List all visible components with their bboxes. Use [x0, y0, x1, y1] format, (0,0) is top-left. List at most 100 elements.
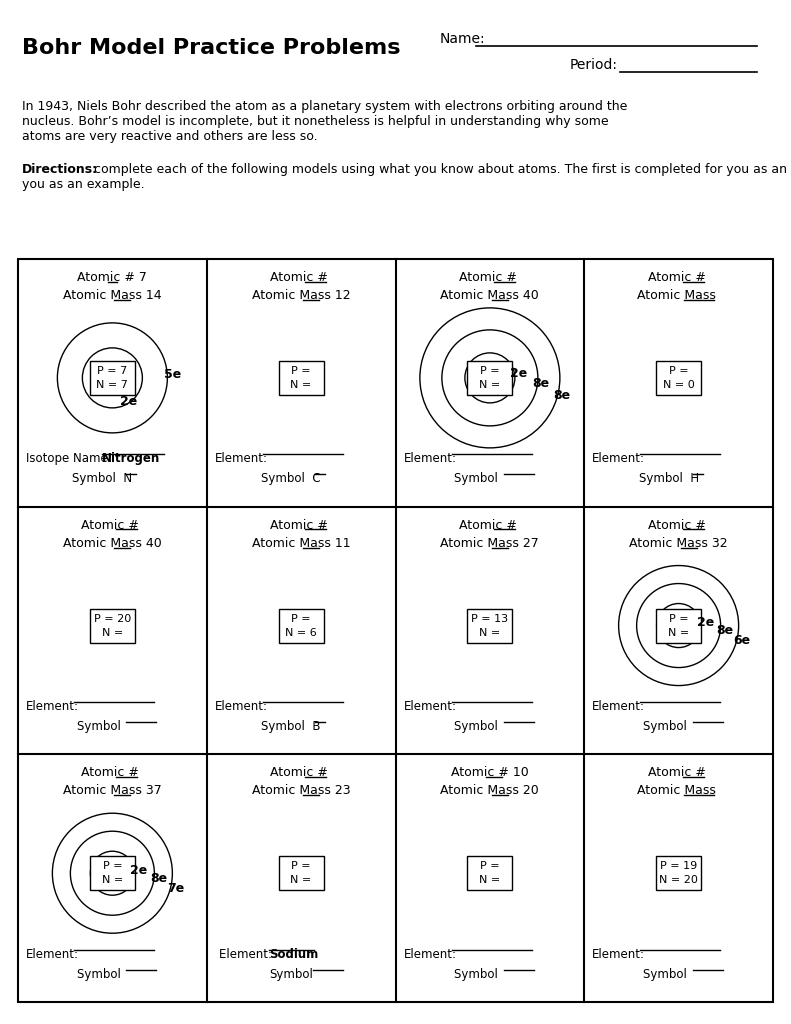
Text: N =: N = [479, 876, 501, 885]
Text: N =: N = [102, 876, 123, 885]
Text: Atomic #: Atomic # [271, 519, 332, 531]
Text: 2e: 2e [131, 863, 148, 877]
Bar [656, 856, 701, 890]
Text: N = 20: N = 20 [659, 876, 698, 885]
Text: P = 20: P = 20 [94, 613, 131, 624]
Text: Atomic Mass 20: Atomic Mass 20 [441, 784, 539, 798]
Text: N =: N = [479, 628, 501, 638]
Text: Symbol  N: Symbol N [72, 472, 132, 485]
Text: Element:: Element: [403, 453, 456, 465]
Text: Symbol  B: Symbol B [261, 720, 321, 733]
Text: P =: P = [480, 366, 500, 376]
Text: Atomic Mass: Atomic Mass [638, 289, 720, 302]
Text: N = 0: N = 0 [663, 380, 694, 390]
Text: Element:: Element: [403, 947, 456, 961]
Text: Element:: Element: [403, 699, 456, 713]
Text: 7e: 7e [168, 882, 184, 895]
Text: Atomic Mass 40: Atomic Mass 40 [441, 289, 539, 302]
Bar [278, 360, 324, 395]
Text: Symbol: Symbol [77, 968, 128, 981]
Text: Atomic Mass 23: Atomic Mass 23 [252, 784, 350, 798]
Bar [18, 259, 773, 1002]
Text: N = 6: N = 6 [286, 628, 317, 638]
Text: Sodium: Sodium [269, 947, 318, 961]
Text: P =: P = [291, 861, 311, 871]
Text: Atomic #: Atomic # [648, 271, 710, 284]
Text: Symbol: Symbol [77, 720, 128, 733]
Text: N =: N = [290, 380, 312, 390]
Text: atoms are very reactive and others are less so.: atoms are very reactive and others are l… [22, 130, 318, 143]
Text: Atomic Mass 40: Atomic Mass 40 [63, 537, 161, 550]
Text: Element:: Element: [592, 453, 645, 465]
Text: Symbol: Symbol [643, 720, 694, 733]
Text: Atomic Mass: Atomic Mass [638, 784, 720, 798]
Text: P =: P = [480, 861, 500, 871]
Bar [278, 856, 324, 890]
Text: Symbol: Symbol [454, 720, 505, 733]
Text: N =: N = [290, 876, 312, 885]
Text: P = 13: P = 13 [471, 613, 509, 624]
Text: Symbol: Symbol [643, 968, 694, 981]
Text: Name:: Name: [440, 32, 486, 46]
Text: P =: P = [103, 861, 122, 871]
Text: Atomic # 10: Atomic # 10 [451, 766, 528, 779]
Bar [656, 360, 701, 395]
Text: Bohr Model Practice Problems: Bohr Model Practice Problems [22, 38, 400, 58]
Text: P = 7: P = 7 [97, 366, 127, 376]
Text: Atomic Mass 32: Atomic Mass 32 [630, 537, 728, 550]
Text: Atomic #: Atomic # [271, 766, 332, 779]
Text: Directions:: Directions: [22, 163, 98, 176]
Text: N =: N = [102, 628, 123, 638]
Text: 8e: 8e [150, 871, 168, 885]
Text: 8e: 8e [717, 624, 734, 637]
Text: P =: P = [291, 613, 311, 624]
Text: Atomic #: Atomic # [648, 766, 710, 779]
Text: Symbol  C: Symbol C [261, 472, 321, 485]
Bar [467, 856, 513, 890]
Text: Element:: Element: [592, 947, 645, 961]
Text: Element:: Element: [26, 947, 79, 961]
Text: Atomic Mass 37: Atomic Mass 37 [63, 784, 161, 798]
Text: 2e: 2e [697, 616, 713, 629]
Text: 8e: 8e [532, 378, 549, 390]
Text: you as an example.: you as an example. [22, 178, 145, 191]
Text: Isotope Name:: Isotope Name: [26, 453, 115, 465]
Text: Period:: Period: [570, 58, 618, 72]
Text: Atomic #: Atomic # [81, 519, 143, 531]
Bar [278, 608, 324, 642]
Text: Symbol: Symbol [269, 968, 313, 981]
Text: Element:: Element: [214, 453, 267, 465]
Text: Atomic Mass 14: Atomic Mass 14 [63, 289, 161, 302]
Text: Element:: Element: [26, 699, 79, 713]
Text: 2e: 2e [510, 368, 527, 380]
Bar [90, 360, 135, 395]
Text: Element:: Element: [219, 947, 275, 961]
Text: complete each of the following models using what you know about atoms. The first: complete each of the following models us… [90, 163, 791, 176]
Text: N =: N = [668, 628, 689, 638]
Text: Atomic Mass 11: Atomic Mass 11 [252, 537, 350, 550]
Text: Atomic Mass 27: Atomic Mass 27 [441, 537, 539, 550]
Bar [467, 608, 513, 642]
Text: P =: P = [669, 613, 688, 624]
Text: Element:: Element: [214, 699, 267, 713]
Text: Atomic # 7: Atomic # 7 [78, 271, 147, 284]
Text: Atomic #: Atomic # [648, 519, 710, 531]
Text: Atomic #: Atomic # [271, 271, 332, 284]
Bar [90, 608, 135, 642]
Text: N = 7: N = 7 [97, 380, 128, 390]
Text: 8e: 8e [553, 389, 570, 402]
Text: 2e: 2e [120, 395, 138, 409]
Text: 6e: 6e [733, 634, 751, 647]
Bar [90, 856, 135, 890]
Text: Atomic #: Atomic # [81, 766, 143, 779]
Text: Atomic Mass 12: Atomic Mass 12 [252, 289, 350, 302]
Text: In 1943, Niels Bohr described the atom as a planetary system with electrons orbi: In 1943, Niels Bohr described the atom a… [22, 100, 627, 113]
Bar [656, 608, 701, 642]
Text: Symbol: Symbol [454, 472, 505, 485]
Text: Element:: Element: [592, 699, 645, 713]
Text: N =: N = [479, 380, 501, 390]
Text: Symbol: Symbol [454, 968, 505, 981]
Text: Nitrogen: Nitrogen [102, 453, 161, 465]
Text: Symbol  H: Symbol H [638, 472, 698, 485]
Text: P =: P = [669, 366, 688, 376]
